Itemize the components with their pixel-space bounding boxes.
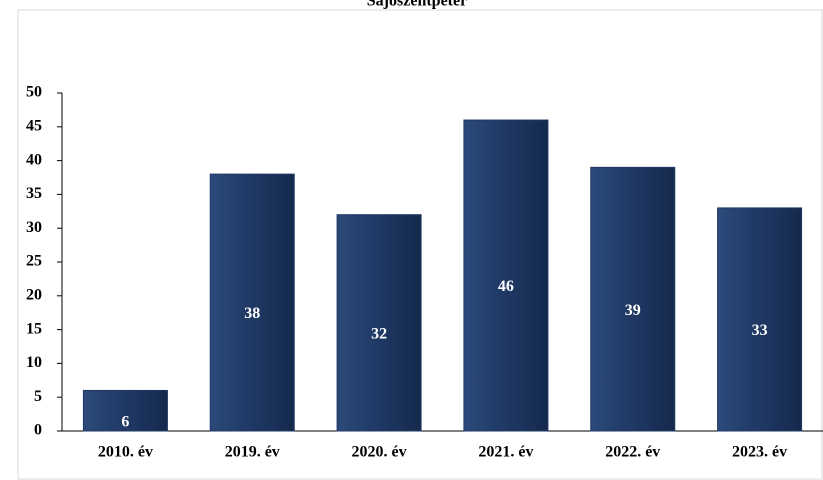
x-tick-label: 2020. év xyxy=(352,444,407,461)
y-tick-label: 45 xyxy=(26,117,42,134)
y-tick-label: 15 xyxy=(26,320,42,337)
value-label: 32 xyxy=(371,326,387,343)
value-label: 39 xyxy=(625,302,641,319)
value-label: 6 xyxy=(121,413,129,430)
x-tick-label: 2021. év xyxy=(478,444,533,461)
y-tick-label: 30 xyxy=(26,219,42,236)
y-tick-label: 40 xyxy=(26,151,42,168)
x-tick-label: 2022. év xyxy=(605,444,660,461)
x-tick-label: 2023. év xyxy=(732,444,787,461)
bar xyxy=(590,166,676,432)
y-tick-label: 5 xyxy=(34,388,42,405)
value-label: 38 xyxy=(244,305,260,322)
bar xyxy=(717,207,803,432)
x-tick-label: 2019. év xyxy=(225,444,280,461)
value-label: 33 xyxy=(752,322,768,339)
y-tick-label: 35 xyxy=(26,185,42,202)
bar xyxy=(209,173,295,432)
y-tick-label: 0 xyxy=(34,422,42,439)
y-tick-label: 20 xyxy=(26,286,42,303)
chart-frame xyxy=(17,9,823,480)
y-tick-label: 10 xyxy=(26,354,42,371)
x-tick-label: 2010. év xyxy=(98,444,153,461)
bar xyxy=(336,214,422,432)
bar xyxy=(82,389,168,432)
value-label: 46 xyxy=(498,278,514,295)
y-tick-label: 50 xyxy=(26,84,42,101)
y-tick-label: 25 xyxy=(26,253,42,270)
bar xyxy=(463,119,549,432)
chart-title: Sajószentpéter xyxy=(367,0,467,10)
